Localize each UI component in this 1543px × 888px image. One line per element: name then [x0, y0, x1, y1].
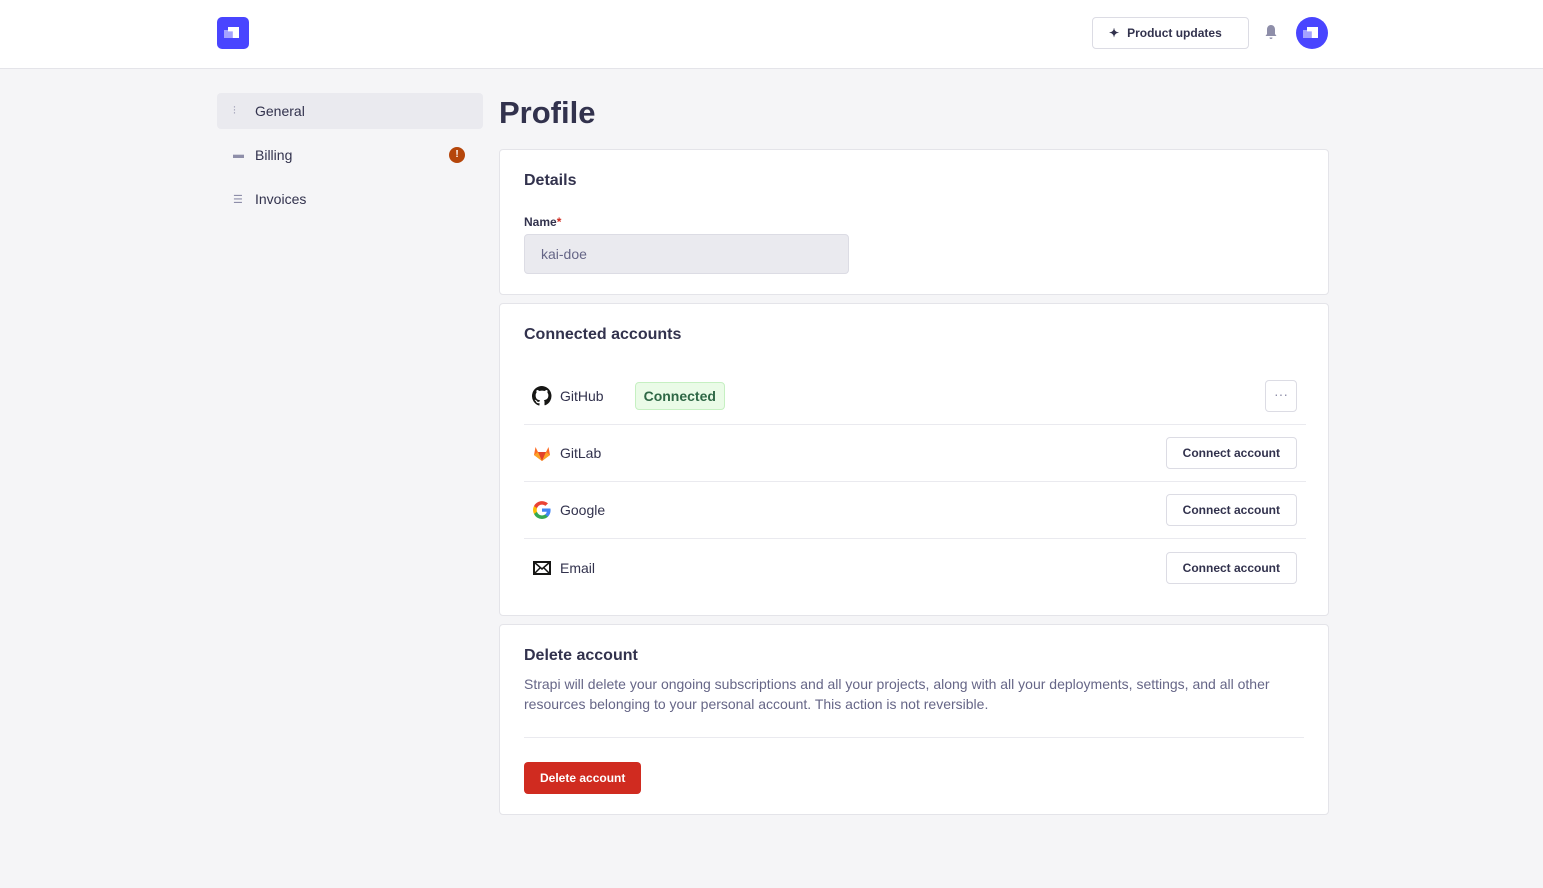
sidebar-item-billing[interactable]: ▬ Billing! [217, 137, 483, 173]
account-row-github: GitHub Connected ··· [524, 368, 1306, 425]
name-input[interactable]: kai-doe [524, 234, 849, 274]
envelope-icon [532, 560, 552, 575]
details-title: Details [524, 172, 577, 189]
credit-card-icon: ▬ [233, 149, 244, 161]
connected-title: Connected accounts [524, 326, 682, 343]
bell-icon[interactable] [1264, 24, 1278, 40]
details-card: Details Name* kai-doe [499, 149, 1329, 295]
logo[interactable] [217, 17, 249, 49]
account-row-gitlab: GitLab Connect account [524, 425, 1306, 482]
sidebar-item-general[interactable]: ⫶ General [217, 93, 483, 129]
avatar[interactable] [1296, 17, 1328, 49]
connected-accounts-card: Connected accounts GitHub Connected ··· … [499, 303, 1329, 616]
more-options-button[interactable]: ··· [1265, 380, 1297, 412]
sparkle-icon: ✦ [1109, 26, 1120, 40]
gitlab-icon [532, 445, 552, 462]
connect-email-button[interactable]: Connect account [1165, 551, 1297, 584]
sliders-icon: ⫶ [233, 104, 236, 117]
alert-icon: ! [449, 147, 465, 163]
connect-google-button[interactable]: Connect account [1165, 494, 1297, 526]
name-label: Name* [524, 215, 562, 229]
connect-gitlab-button[interactable]: Connect account [1165, 437, 1297, 469]
connected-badge: Connected [634, 382, 725, 410]
top-bar: ✦ Product updates [0, 0, 1543, 69]
delete-description: Strapi will delete your ongoing subscrip… [524, 676, 1270, 712]
delete-title: Delete account [524, 647, 638, 664]
delete-account-button[interactable]: Delete account [524, 762, 642, 794]
product-updates-button[interactable]: ✦ Product updates [1092, 17, 1249, 49]
divider [524, 737, 1304, 738]
github-icon [532, 386, 552, 406]
page-title: Profile [499, 95, 596, 130]
sidebar-item-invoices[interactable]: ☰ Invoices [233, 191, 307, 207]
delete-account-card: Delete account Strapi will delete your o… [499, 624, 1329, 815]
account-row-email: Email Connect account [524, 539, 1306, 596]
account-row-google: Google Connect account [524, 482, 1306, 539]
google-icon [532, 500, 552, 520]
invoice-icon: ☰ [233, 193, 243, 206]
